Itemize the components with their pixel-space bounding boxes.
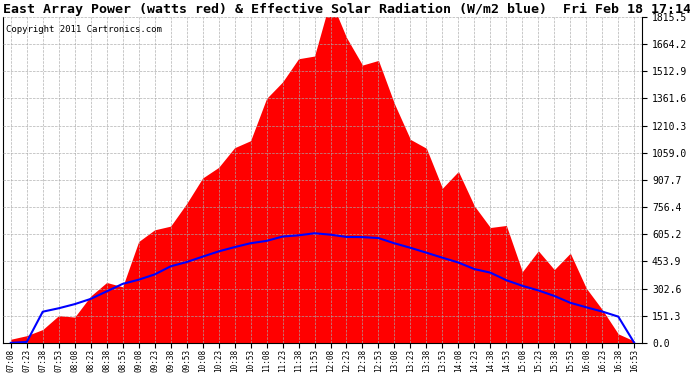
Text: Copyright 2011 Cartronics.com: Copyright 2011 Cartronics.com xyxy=(6,25,162,34)
Text: East Array Power (watts red) & Effective Solar Radiation (W/m2 blue)  Fri Feb 18: East Array Power (watts red) & Effective… xyxy=(3,3,690,16)
